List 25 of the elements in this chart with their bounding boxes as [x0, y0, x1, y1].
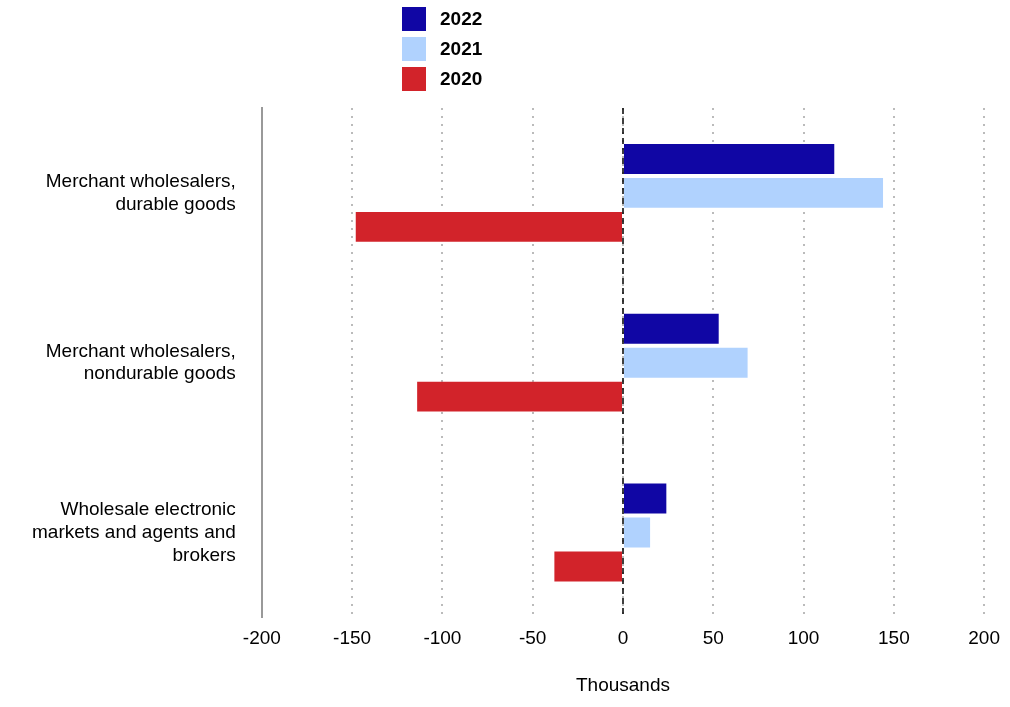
x-tick-label: -100 [423, 627, 462, 649]
legend-label: 2021 [440, 38, 483, 60]
y-tick-label: Merchant wholesalers, durable goods [45, 169, 236, 214]
x-tick-label: 0 [617, 627, 629, 649]
x-tick-label: 100 [787, 627, 820, 649]
x-axis-title: Thousands [575, 673, 671, 695]
x-tick-label: 50 [702, 627, 724, 649]
bar [624, 517, 651, 548]
x-tick-label: -200 [242, 627, 281, 649]
legend-label: 2020 [440, 68, 483, 90]
bar [624, 177, 884, 208]
bar [624, 313, 719, 344]
bar [624, 347, 748, 378]
bar [417, 381, 622, 412]
x-tick-label: -50 [518, 627, 547, 649]
x-tick-label: -150 [333, 627, 372, 649]
bar [554, 551, 622, 582]
y-tick-label: Merchant wholesalers, nondurable goods [45, 339, 236, 384]
bar [355, 211, 622, 242]
bar [624, 144, 835, 174]
x-tick-label: 150 [878, 627, 910, 649]
x-tick-label: 200 [968, 627, 1000, 649]
legend-label: 2022 [440, 8, 483, 30]
y-tick-label: Wholesale electronic markets and agents and brokers [31, 497, 236, 565]
bar [624, 483, 667, 514]
